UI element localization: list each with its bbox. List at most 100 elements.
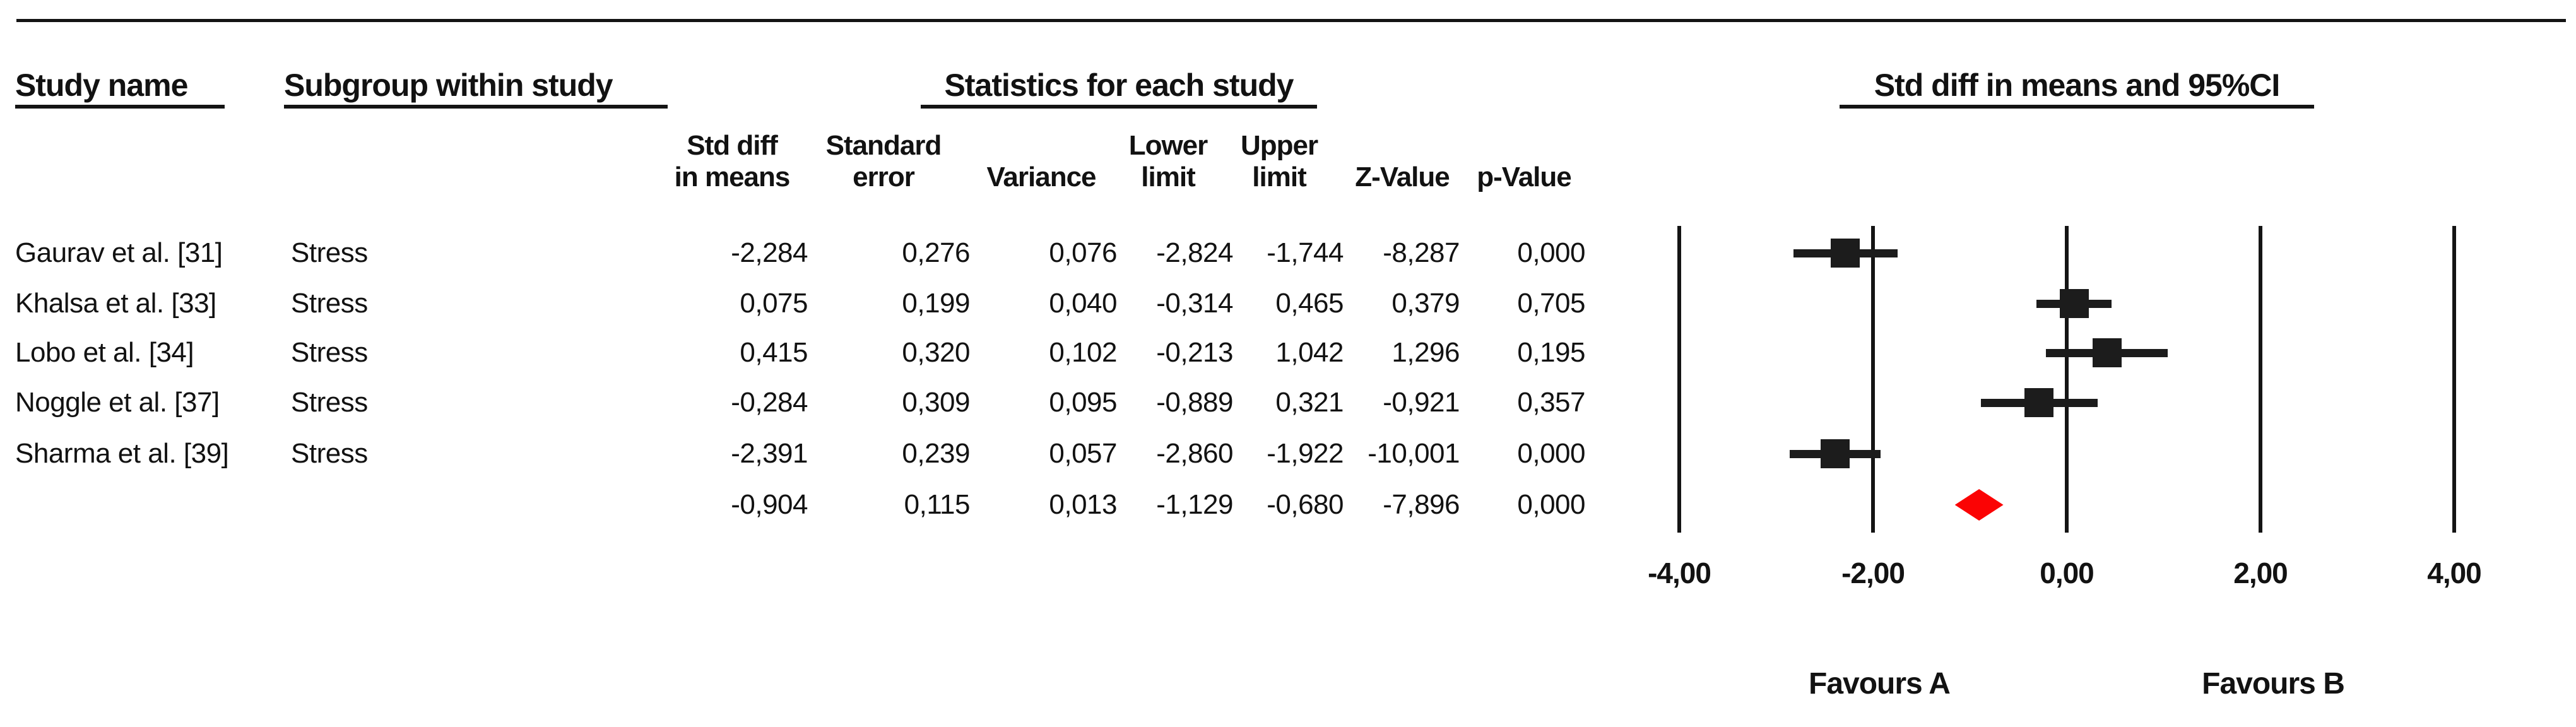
stat-value-cell: 0,076	[1049, 237, 1117, 268]
col-header-line: Std diff	[687, 130, 778, 161]
statistics-group-header: Statistics for each study	[921, 66, 1317, 109]
stat-value-cell: 0,115	[904, 489, 971, 520]
forest-gridline	[1871, 226, 1875, 533]
subgroup-cell: Stress	[291, 387, 368, 418]
stat-value-cell: -0,284	[731, 387, 808, 418]
stat-value-cell: 0,000	[1517, 489, 1585, 520]
col-header-line: Z-Value	[1355, 162, 1450, 192]
stat-value-cell: 0,000	[1517, 438, 1585, 469]
axis-tick-label: 0,00	[2040, 557, 2094, 589]
axis-tick-label: 2,00	[2233, 557, 2288, 589]
stat-value-cell: 0,095	[1049, 387, 1117, 418]
col-header-upper-limit: Upper limit	[1216, 130, 1342, 193]
col-header-line: in means	[674, 162, 791, 192]
stat-value-cell: 0,000	[1517, 237, 1585, 268]
col-header-lower-limit: Lower limit	[1105, 130, 1231, 193]
study-name-cell: Lobo et al. [34]	[15, 337, 194, 368]
stat-value-cell: -7,896	[1383, 489, 1460, 520]
effect-size-square	[1820, 439, 1850, 468]
stat-value-cell: 0,040	[1049, 288, 1117, 319]
table-row: Khalsa et al. [33] Stress 0,075 0,199 0,040 -…	[0, 286, 2576, 321]
stat-value-cell: -2,824	[1156, 237, 1233, 268]
col-header-line: Standard	[825, 130, 942, 161]
col-header-line: Upper	[1240, 130, 1318, 161]
study-name-cell: Khalsa et al. [33]	[15, 288, 216, 319]
col-header-line: p-Value	[1477, 162, 1572, 192]
axis-tick-label: -4,00	[1648, 557, 1711, 589]
stat-value-cell: 0,195	[1517, 337, 1585, 368]
stat-value-cell: -2,284	[731, 237, 808, 268]
favours-a-label: Favours A	[1809, 667, 1951, 700]
stat-value-cell: 0,705	[1517, 288, 1585, 319]
subgroup-cell: Stress	[291, 237, 368, 268]
col-header-line: limit	[1252, 162, 1306, 192]
effect-size-square	[2092, 338, 2122, 367]
stat-value-cell: -1,129	[1156, 489, 1233, 520]
table-row: Sharma et al. [39] Stress -2,391 0,239 0,057…	[0, 436, 2576, 471]
study-name-cell	[15, 487, 287, 523]
forest-gridline	[2259, 226, 2262, 533]
table-row: Noggle et al. [37] Stress -0,284 0,309 0,095…	[0, 385, 2576, 420]
forest-gridline	[1677, 226, 1681, 533]
plot-title-header: Std diff in means and 95%CI	[1840, 66, 2314, 109]
col-header-line: Lower	[1128, 130, 1208, 161]
col-header-p-value: p-Value	[1461, 130, 1587, 193]
stat-value-cell: -8,287	[1383, 237, 1460, 268]
stat-value-cell: 0,239	[902, 438, 970, 469]
stat-value-cell: 0,415	[740, 337, 808, 368]
stat-value-cell: -1,922	[1267, 438, 1344, 469]
subgroup-cell: Stress	[291, 337, 368, 368]
stat-value-cell: -0,904	[731, 489, 808, 520]
forest-gridline	[2452, 226, 2456, 533]
axis-tick-label: -2,00	[1841, 557, 1905, 589]
stat-value-cell: -2,391	[731, 438, 808, 469]
stat-value-cell: -0,314	[1156, 288, 1233, 319]
axis-tick-label: 4,00	[2427, 557, 2482, 589]
stat-value-cell: 0,379	[1391, 288, 1460, 319]
col-header-line: Variance	[986, 162, 1096, 192]
stat-value-cell: 0,309	[902, 387, 970, 418]
stat-value-cell: 0,013	[1049, 489, 1117, 520]
stat-value-cell: 0,276	[902, 237, 970, 268]
subgroup-cell: Stress	[291, 288, 368, 319]
study-name-cell: Noggle et al. [37]	[15, 387, 220, 418]
stat-value-cell: 0,357	[1517, 387, 1585, 418]
top-rule	[16, 19, 2566, 22]
stat-value-cell: 0,321	[1275, 387, 1344, 418]
study-name-cell: Gaurav et al. [31]	[15, 237, 223, 268]
study-name-cell: Sharma et al. [39]	[15, 438, 229, 469]
effect-size-square	[1831, 239, 1860, 268]
col-header-variance: Variance	[966, 130, 1117, 193]
stat-value-cell: 0,057	[1049, 438, 1117, 469]
stat-value-cell: -1,744	[1267, 237, 1344, 268]
table-row: Lobo et al. [34] Stress 0,415 0,320 0,102 -0,…	[0, 335, 2576, 370]
stat-value-cell: -0,213	[1156, 337, 1233, 368]
summary-table-row: -0,904 0,115 0,013 -1,129 -0,680 -7,896 0,000	[0, 487, 2576, 523]
stat-value-cell: -0,921	[1383, 387, 1460, 418]
table-row: Gaurav et al. [31] Stress -2,284 0,276 0,076…	[0, 235, 2576, 271]
stat-value-cell: 0,102	[1049, 337, 1117, 368]
stat-value-cell: 0,075	[740, 288, 808, 319]
subgroup-column-header: Subgroup within study	[284, 66, 668, 109]
stat-value-cell: 0,199	[902, 288, 970, 319]
stat-value-cell: -10,001	[1368, 438, 1460, 469]
effect-size-square	[2059, 289, 2089, 318]
stat-value-cell: -0,680	[1267, 489, 1344, 520]
forest-gridline	[2065, 226, 2069, 533]
col-header-z-value: Z-Value	[1339, 130, 1465, 193]
subgroup-cell	[291, 487, 644, 523]
stat-value-cell: 0,320	[902, 337, 970, 368]
stat-value-cell: 1,042	[1275, 337, 1344, 368]
col-header-line: limit	[1141, 162, 1195, 192]
stat-value-cell: -0,889	[1156, 387, 1233, 418]
favours-b-label: Favours B	[2202, 667, 2345, 700]
subgroup-cell: Stress	[291, 438, 368, 469]
stat-value-cell: -2,860	[1156, 438, 1233, 469]
col-header-line: error	[853, 162, 915, 192]
col-header-standard-error: Standard error	[808, 130, 959, 193]
stat-value-cell: 1,296	[1391, 337, 1460, 368]
effect-size-square	[2024, 388, 2054, 417]
study-name-column-header: Study name	[15, 66, 225, 109]
col-header-std-diff-in-means: Std diff in means	[656, 130, 808, 193]
